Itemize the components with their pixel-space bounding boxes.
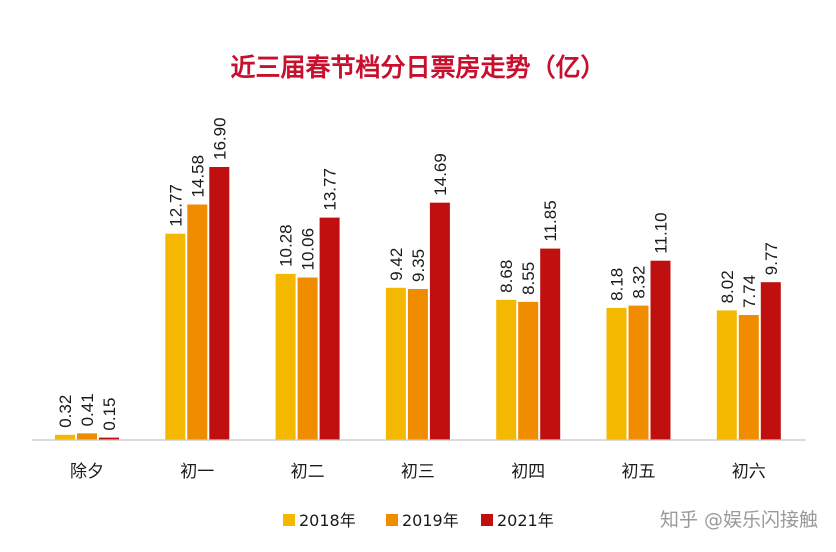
value-label-初一-2018年: 12.77 xyxy=(166,184,185,227)
bar-初一-2021年 xyxy=(209,167,230,440)
value-label-除夕-2018年: 0.32 xyxy=(56,395,75,428)
bar-初五-2019年 xyxy=(628,305,649,440)
bar-除夕-2021年 xyxy=(99,437,119,440)
value-label-初三-2021年: 14.69 xyxy=(431,153,450,196)
bar-初三-2021年 xyxy=(429,202,450,440)
bars-group xyxy=(55,167,781,440)
bar-初五-2021年 xyxy=(650,260,671,440)
value-label-除夕-2021年: 0.15 xyxy=(100,398,119,431)
legend-label-2018年: 2018年 xyxy=(299,511,356,530)
category-label: 初一 xyxy=(180,462,214,482)
bar-初三-2018年 xyxy=(385,287,406,440)
value-label-初四-2021年: 11.85 xyxy=(541,200,560,241)
category-labels-group: 除夕 初一 初二 初三 初四 初五 初六 xyxy=(70,462,766,482)
value-label-初四-2018年: 8.68 xyxy=(497,260,516,293)
bar-初二-2018年 xyxy=(275,273,296,440)
bar-初六-2018年 xyxy=(716,310,737,440)
bar-初二-2019年 xyxy=(297,277,318,440)
legend-label-2019年: 2019年 xyxy=(402,511,459,530)
category-label: 除夕 xyxy=(70,462,104,482)
value-label-初四-2019年: 8.55 xyxy=(519,262,538,295)
bar-初一-2019年 xyxy=(187,204,208,440)
value-label-初二-2018年: 10.28 xyxy=(277,224,296,267)
bar-初四-2018年 xyxy=(496,299,517,440)
bar-初四-2021年 xyxy=(540,248,561,440)
legend: 2018年 2019年 2021年 xyxy=(283,511,554,530)
watermark-text: 知乎 @娱乐闪接触 xyxy=(660,509,818,531)
value-label-初一-2021年: 16.90 xyxy=(210,117,229,160)
value-label-初一-2019年: 14.58 xyxy=(188,155,207,198)
bar-除夕-2019年 xyxy=(77,433,97,440)
value-label-除夕-2019年: 0.41 xyxy=(78,393,97,426)
category-label: 初五 xyxy=(622,462,656,482)
bar-初四-2019年 xyxy=(518,301,539,440)
value-label-初三-2018年: 9.42 xyxy=(387,248,406,281)
legend-swatch-2019年 xyxy=(386,514,398,526)
bar-初一-2018年 xyxy=(165,233,186,440)
category-label: 初三 xyxy=(401,462,435,482)
legend-swatch-2021年 xyxy=(481,514,493,526)
chart-title: 近三届春节档分日票房走势（亿） xyxy=(230,53,605,82)
value-label-初二-2019年: 10.06 xyxy=(299,228,318,271)
bar-初六-2019年 xyxy=(738,315,759,440)
category-label: 初四 xyxy=(511,462,545,482)
value-label-初五-2018年: 8.18 xyxy=(608,268,627,301)
category-label: 初六 xyxy=(732,462,766,482)
bar-初三-2019年 xyxy=(407,289,428,440)
value-label-初五-2021年: 11.10 xyxy=(652,212,671,253)
value-label-初六-2018年: 8.02 xyxy=(718,270,737,303)
value-label-初三-2019年: 9.35 xyxy=(409,249,428,282)
legend-swatch-2018年 xyxy=(283,514,295,526)
bar-初五-2018年 xyxy=(606,307,627,440)
value-label-初六-2019年: 7.74 xyxy=(740,275,759,308)
legend-label-2021年: 2021年 xyxy=(497,511,554,530)
category-label: 初二 xyxy=(291,462,325,482)
value-label-初五-2019年: 8.32 xyxy=(630,266,649,299)
value-label-初六-2021年: 9.77 xyxy=(762,242,781,275)
value-label-初二-2021年: 13.77 xyxy=(321,168,340,211)
bar-初二-2021年 xyxy=(319,217,340,440)
bar-初六-2021年 xyxy=(760,282,781,440)
bar-除夕-2018年 xyxy=(55,434,75,440)
